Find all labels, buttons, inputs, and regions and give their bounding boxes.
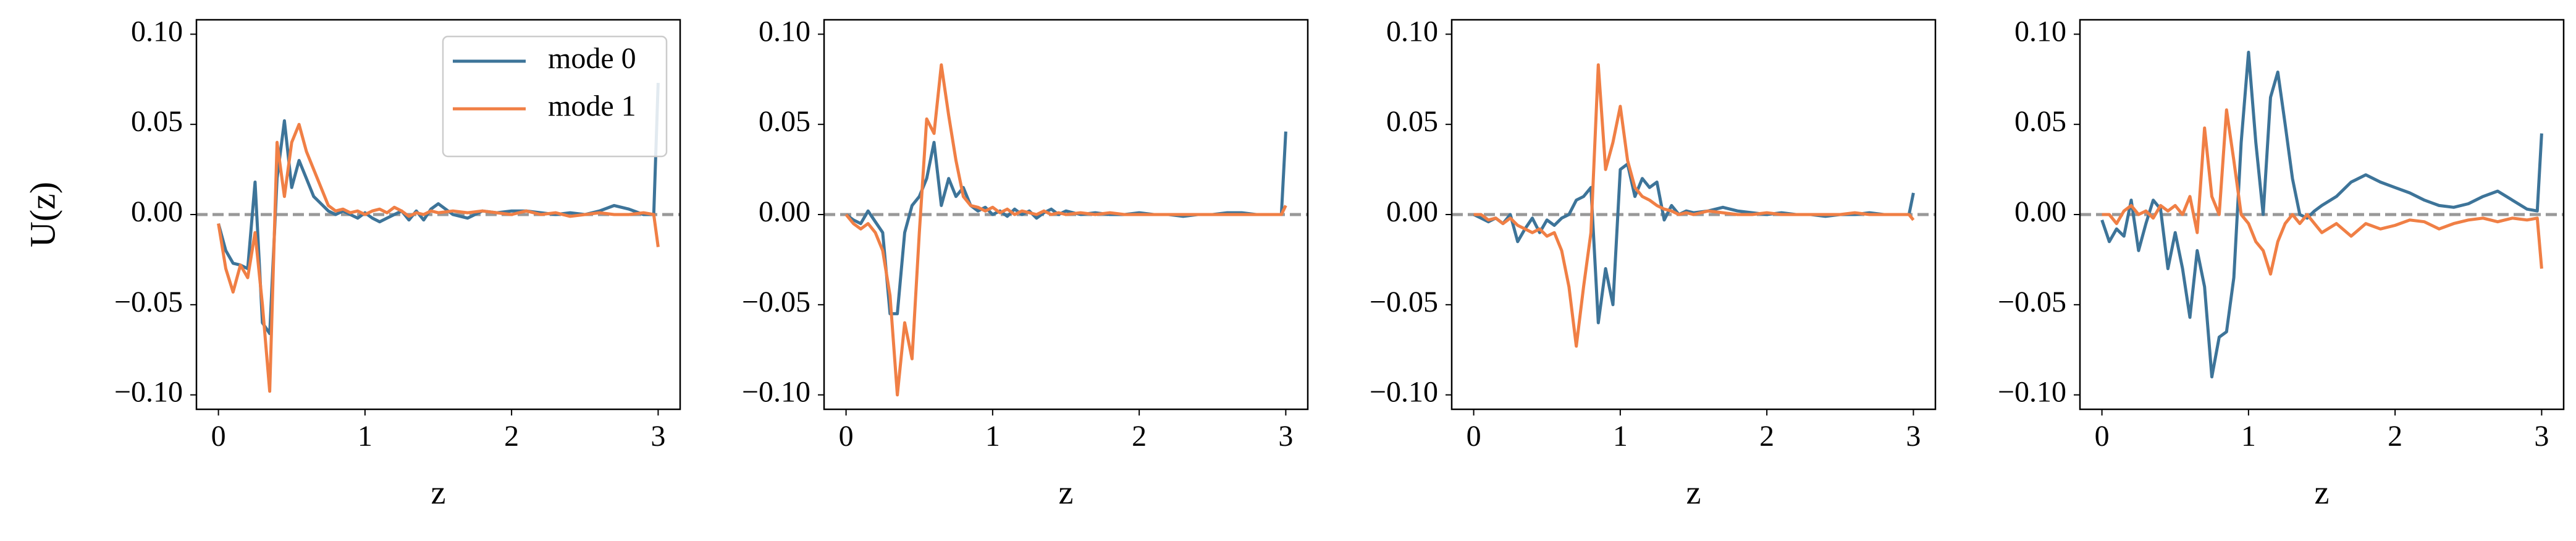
legend-label: mode 1 — [548, 90, 636, 122]
y-tick-label: 0.05 — [2014, 105, 2066, 138]
y-tick-label: 0.05 — [131, 105, 183, 138]
plot-frame — [195, 19, 681, 411]
series-line — [2102, 108, 2543, 276]
x-axis-label: z — [431, 474, 446, 511]
x-tick-label: 3 — [650, 420, 665, 453]
series-line — [2100, 51, 2543, 378]
y-tick-label: 0.05 — [1386, 105, 1438, 138]
series-line — [844, 63, 1287, 397]
plot-frame — [823, 19, 1309, 411]
y-tick-label: 0.00 — [2014, 195, 2066, 228]
y-tick-label: 0.10 — [131, 15, 183, 48]
y-tick-label: −0.05 — [742, 286, 810, 318]
x-tick-label: 2 — [504, 420, 519, 453]
y-tick-label: −0.10 — [114, 376, 183, 409]
x-axis-label: z — [2315, 474, 2330, 511]
y-tick-label: 0.00 — [759, 195, 810, 228]
plot-frame — [1450, 19, 1937, 411]
y-tick-label: 0.00 — [1386, 195, 1438, 228]
x-axis-label: z — [1059, 474, 1074, 511]
y-tick-label: 0.05 — [759, 105, 810, 138]
x-tick-label: 2 — [1759, 420, 1774, 453]
y-tick-label: 0.10 — [1386, 15, 1438, 48]
panel: 0.10 0.05 0.00 −0.05 −0.10 0 1 2 3 z — [1370, 15, 1937, 511]
series-line — [1473, 63, 1915, 348]
y-tick-label: −0.10 — [1998, 376, 2066, 409]
x-tick-label: 2 — [2388, 420, 2402, 453]
x-tick-label: 3 — [2534, 420, 2549, 453]
y-axis-label: U(z) — [22, 182, 62, 247]
panel: 0.10 0.05 0.00 −0.05 −0.10 0 1 2 3 z — [1998, 15, 2565, 511]
y-tick-label: 0.00 — [131, 195, 183, 228]
x-tick-label: 0 — [1467, 420, 1481, 453]
panel: 0.10 0.05 0.00 −0.05 −0.10 0 1 2 3 z — [742, 15, 1309, 511]
y-tick-label: −0.10 — [1370, 376, 1438, 409]
x-tick-label: 1 — [2241, 420, 2256, 453]
series-line — [1473, 162, 1915, 325]
x-tick-label: 0 — [839, 420, 854, 453]
y-tick-label: −0.05 — [1998, 286, 2066, 318]
x-tick-label: 3 — [1906, 420, 1921, 453]
y-tick-label: 0.10 — [2014, 15, 2066, 48]
plot-frame — [2079, 19, 2565, 411]
legend-label: mode 0 — [548, 42, 636, 75]
y-tick-label: 0.10 — [759, 15, 810, 48]
x-axis-label: z — [1686, 474, 1701, 511]
panel: 0.10 0.05 0.00 −0.05 −0.10 0 1 2 3 z U(z) mode 0 mod… — [22, 15, 681, 511]
x-tick-label: 1 — [1613, 420, 1628, 453]
y-tick-label: −0.05 — [114, 286, 183, 318]
x-tick-label: 1 — [358, 420, 373, 453]
legend-box — [442, 35, 668, 158]
x-tick-label: 1 — [985, 420, 1000, 453]
x-tick-label: 3 — [1278, 420, 1293, 453]
x-tick-label: 0 — [2095, 420, 2110, 453]
series-line — [217, 122, 660, 393]
y-tick-label: −0.10 — [742, 376, 810, 409]
x-tick-label: 2 — [1132, 420, 1147, 453]
y-tick-label: −0.05 — [1370, 286, 1438, 318]
series-line — [845, 131, 1287, 315]
x-tick-label: 0 — [211, 420, 226, 453]
